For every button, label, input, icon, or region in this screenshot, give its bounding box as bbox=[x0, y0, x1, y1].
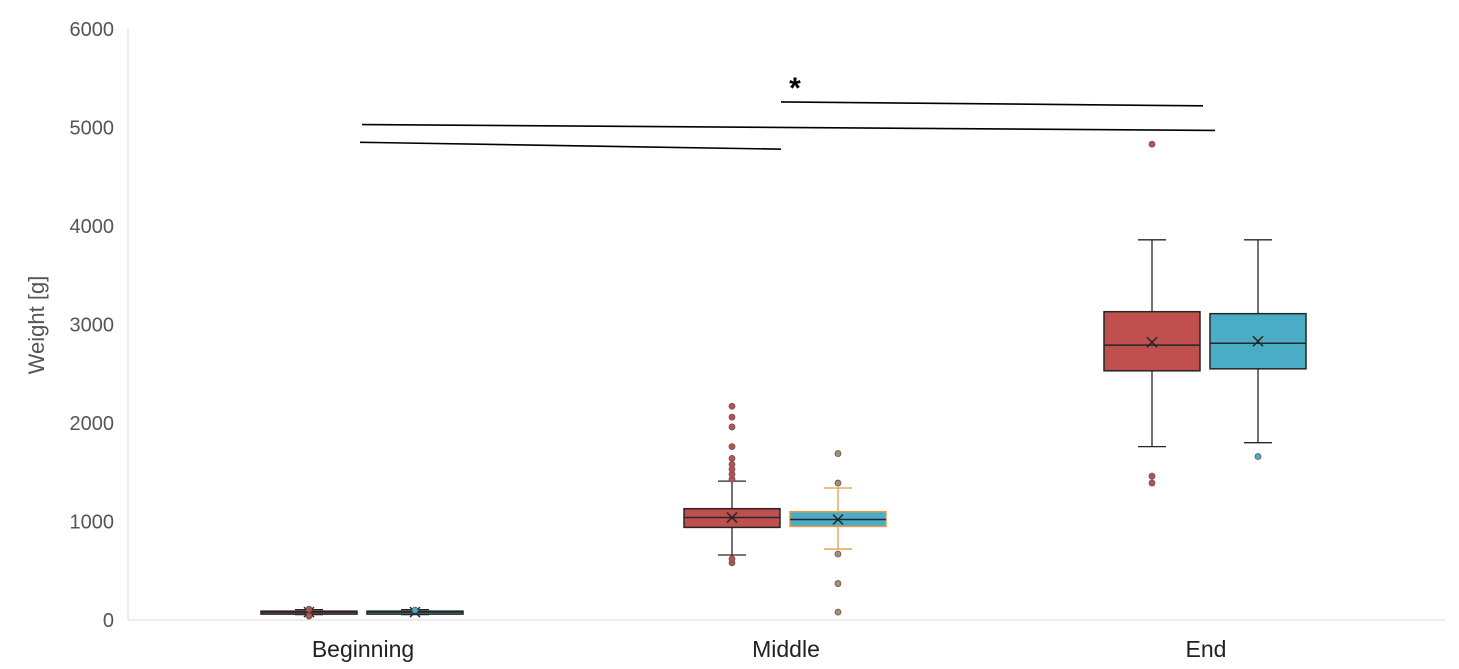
mean-marker bbox=[1146, 336, 1158, 348]
box-group bbox=[683, 402, 887, 616]
y-tick-label: 2000 bbox=[70, 413, 115, 435]
outlier-point bbox=[834, 580, 842, 587]
x-category-label: End bbox=[1186, 636, 1227, 662]
x-category-label: Middle bbox=[752, 636, 820, 662]
y-tick-label: 6000 bbox=[70, 19, 115, 41]
significance-star: * bbox=[789, 72, 801, 105]
outlier-point bbox=[305, 612, 313, 620]
y-tick-label: 0 bbox=[103, 610, 114, 632]
outlier-point bbox=[728, 402, 736, 410]
outlier-point bbox=[411, 606, 419, 614]
box-group bbox=[260, 605, 464, 620]
mean-marker bbox=[726, 512, 738, 524]
outlier-point bbox=[1148, 479, 1156, 487]
y-tick-label: 5000 bbox=[70, 118, 115, 140]
y-tick-label: 3000 bbox=[70, 315, 115, 337]
significance-line bbox=[780, 101, 1204, 107]
outlier-point bbox=[728, 460, 736, 468]
outlier-point bbox=[728, 555, 736, 563]
outlier-point bbox=[728, 443, 736, 451]
significance-annotations: * bbox=[359, 72, 1216, 150]
y-axis-label: Weight [g] bbox=[24, 276, 49, 375]
y-tick-label: 4000 bbox=[70, 216, 115, 238]
outlier-point bbox=[834, 450, 842, 457]
outlier-point bbox=[1254, 453, 1262, 460]
box-groups bbox=[260, 140, 1307, 620]
significance-line bbox=[359, 141, 782, 150]
outlier-point bbox=[728, 413, 736, 421]
x-category-labels: Beginning Middle End bbox=[312, 636, 1227, 662]
outlier-point bbox=[1148, 472, 1156, 480]
outlier-point bbox=[834, 550, 842, 558]
mean-marker bbox=[832, 513, 844, 526]
outlier-point bbox=[728, 455, 736, 462]
outlier-point bbox=[1148, 140, 1156, 148]
y-tick-label: 1000 bbox=[70, 512, 115, 534]
x-category-label: Beginning bbox=[312, 636, 414, 662]
outlier-point bbox=[305, 605, 313, 613]
mean-marker bbox=[1252, 335, 1264, 347]
y-tick-labels: 0 1000 2000 3000 4000 5000 6000 bbox=[70, 19, 115, 632]
axes bbox=[127, 29, 1445, 621]
outlier-point bbox=[728, 423, 736, 431]
box-group bbox=[1103, 140, 1307, 487]
significance-line bbox=[361, 123, 1216, 132]
outlier-point bbox=[834, 479, 842, 487]
outlier-point bbox=[834, 608, 842, 616]
